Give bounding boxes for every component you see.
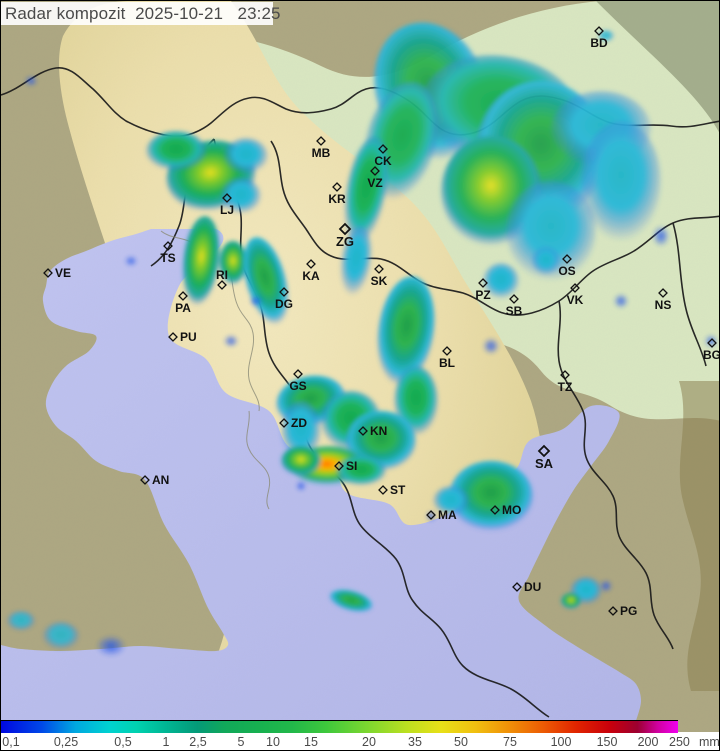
svg-text:GS: GS <box>289 379 306 393</box>
svg-text:PZ: PZ <box>475 288 490 302</box>
svg-text:PA: PA <box>175 301 191 315</box>
svg-text:MB: MB <box>312 146 331 160</box>
svg-text:ST: ST <box>390 483 406 497</box>
svg-text:SK: SK <box>371 274 388 288</box>
svg-text:ZG: ZG <box>336 234 354 249</box>
svg-text:SA: SA <box>535 456 554 471</box>
svg-text:LJ: LJ <box>220 203 234 217</box>
svg-text:PU: PU <box>180 330 197 344</box>
svg-text:BG: BG <box>703 348 720 362</box>
svg-text:KA: KA <box>302 269 320 283</box>
svg-text:VZ: VZ <box>367 176 382 190</box>
svg-text:KR: KR <box>328 192 346 206</box>
svg-text:BD: BD <box>590 36 608 50</box>
svg-text:TZ: TZ <box>558 380 573 394</box>
svg-text:ZD: ZD <box>291 416 307 430</box>
svg-text:DU: DU <box>524 580 541 594</box>
svg-text:NS: NS <box>655 298 672 312</box>
svg-text:VE: VE <box>55 266 71 280</box>
svg-text:KN: KN <box>370 424 387 438</box>
svg-text:BL: BL <box>439 356 455 370</box>
svg-text:TS: TS <box>160 251 175 265</box>
svg-text:SI: SI <box>346 459 357 473</box>
svg-text:DG: DG <box>275 297 293 311</box>
svg-text:MA: MA <box>438 508 457 522</box>
svg-text:SB: SB <box>506 304 523 318</box>
svg-text:CK: CK <box>374 154 392 168</box>
svg-text:MO: MO <box>502 503 521 517</box>
svg-text:VK: VK <box>567 293 584 307</box>
svg-text:RI: RI <box>216 268 228 282</box>
svg-text:AN: AN <box>152 473 169 487</box>
svg-text:PG: PG <box>620 604 637 618</box>
svg-text:OS: OS <box>558 264 575 278</box>
